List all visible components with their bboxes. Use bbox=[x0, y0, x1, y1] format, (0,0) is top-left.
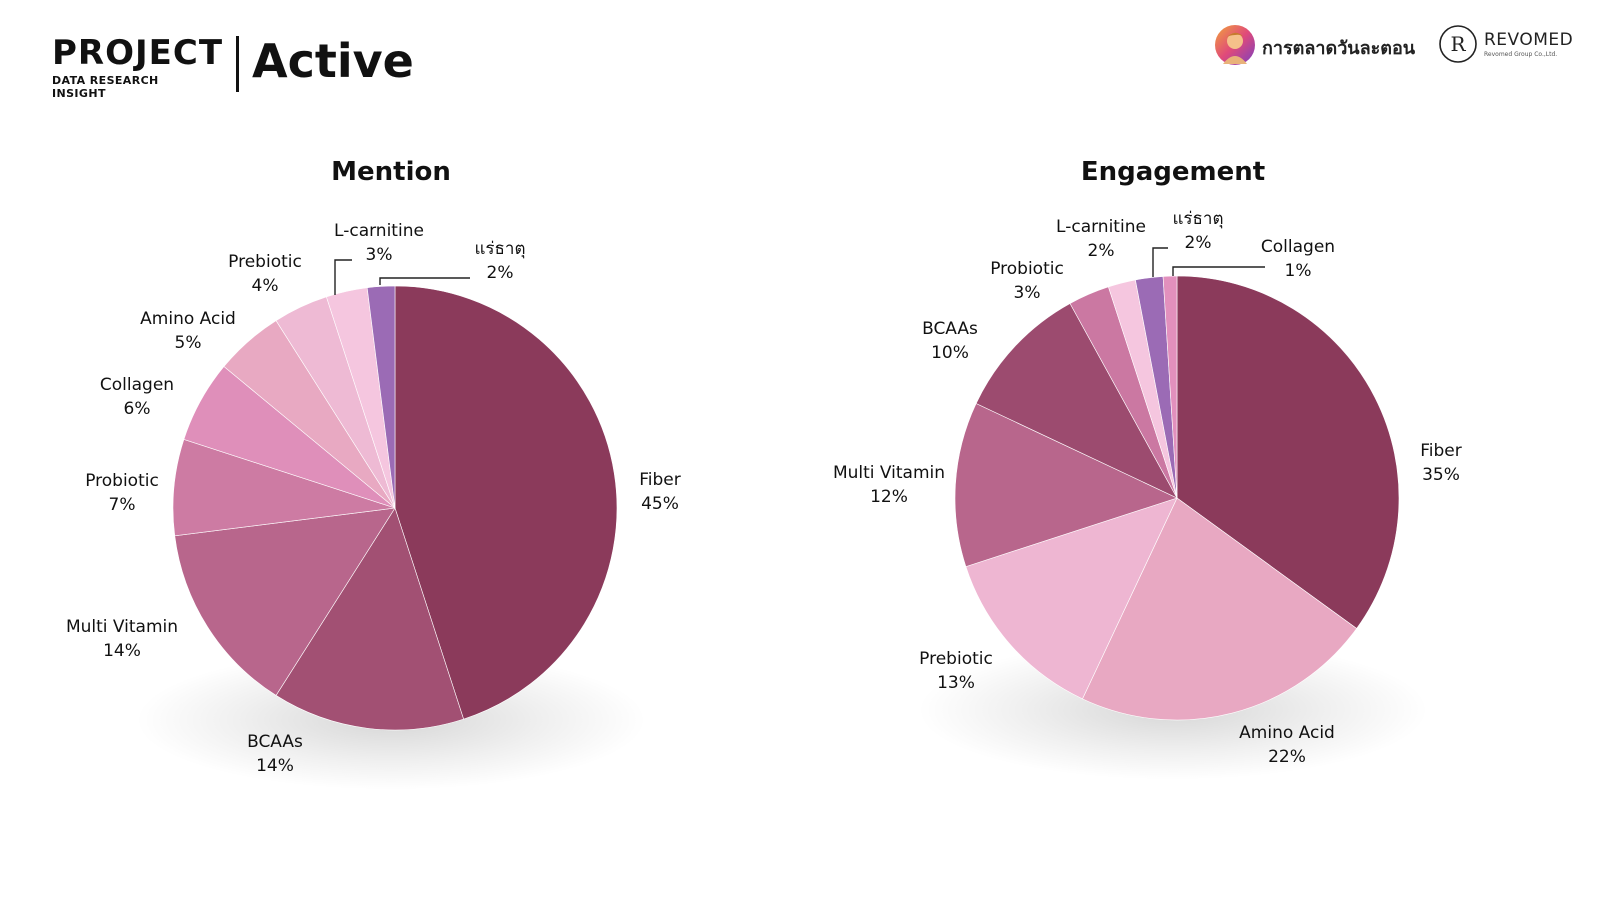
pie-slice-fiber bbox=[1176, 275, 1400, 629]
slice-label-minerals: แร่ธาตุ bbox=[474, 239, 525, 259]
leader-line-collagen bbox=[1172, 266, 1265, 276]
slice-value-bcaas: 14% bbox=[256, 756, 294, 776]
pie-chart-engagement: Engagement Fiber 35% Amino Acid 22% Prebiotic… bbox=[833, 157, 1462, 780]
slice-label-prebiotic: Prebiotic bbox=[228, 252, 302, 272]
slice-label-fiber: Fiber bbox=[639, 470, 681, 490]
revomed-logo-icon: R bbox=[1439, 25, 1477, 63]
slice-label-prebiotic: Prebiotic bbox=[919, 649, 993, 669]
slice-label-l-carnitine: L-carnitine bbox=[334, 221, 424, 241]
slice-value-minerals: 2% bbox=[1185, 233, 1212, 253]
pie-chart-mention: Mention Fiber 45% BCAAs 14% Multi Vitamin 14% P… bbox=[66, 157, 681, 790]
leader-line-l-carnitine bbox=[334, 259, 352, 295]
brand2-name: REVOMED bbox=[1484, 30, 1574, 50]
slice-value-collagen: 1% bbox=[1285, 261, 1312, 281]
slice-label-multi-vitamin: Multi Vitamin bbox=[833, 463, 945, 483]
slice-value-probiotic: 3% bbox=[1014, 283, 1041, 303]
svg-text:R: R bbox=[1450, 32, 1466, 56]
slice-label-minerals: แร่ธาตุ bbox=[1172, 209, 1223, 229]
slice-label-l-carnitine: L-carnitine bbox=[1056, 217, 1146, 237]
pie-slice-prebiotic bbox=[965, 497, 1178, 700]
chart-title: Engagement bbox=[1081, 157, 1265, 187]
project-logo: PROJECT DATA RESEARCH INSIGHT bbox=[52, 33, 224, 100]
slice-label-amino-acid: Amino Acid bbox=[140, 309, 236, 329]
chart-title: Mention bbox=[331, 157, 451, 187]
brand-logos: การตลาดวันละตอน R REVOMED Revomed Group … bbox=[1214, 22, 1584, 72]
pie-slice-bcaas bbox=[975, 303, 1178, 499]
page-title: Active bbox=[252, 34, 414, 88]
slice-value-fiber: 35% bbox=[1422, 465, 1460, 485]
brand1-name: การตลาดวันละตอน bbox=[1262, 38, 1416, 59]
slice-label-probiotic: Probiotic bbox=[990, 259, 1064, 279]
slice-label-bcaas: BCAAs bbox=[922, 319, 978, 339]
slice-value-minerals: 2% bbox=[487, 263, 514, 283]
slice-value-prebiotic: 13% bbox=[937, 673, 975, 693]
pie-slice-multi-vitamin bbox=[954, 403, 1178, 567]
slice-label-collagen: Collagen bbox=[100, 375, 174, 395]
header-divider bbox=[236, 36, 239, 92]
pie-slice-collagen bbox=[1162, 275, 1178, 499]
leader-line-minerals bbox=[379, 277, 470, 285]
leader-line-minerals bbox=[1152, 247, 1168, 277]
project-title: PROJECT bbox=[52, 33, 224, 73]
slice-label-multi-vitamin: Multi Vitamin bbox=[66, 617, 178, 637]
slice-label-amino-acid: Amino Acid bbox=[1239, 723, 1335, 743]
slice-value-amino-acid: 5% bbox=[175, 333, 202, 353]
slice-label-probiotic: Probiotic bbox=[85, 471, 159, 491]
slice-label-bcaas: BCAAs bbox=[247, 732, 303, 752]
slice-value-probiotic: 7% bbox=[109, 495, 136, 515]
slice-label-collagen: Collagen bbox=[1261, 237, 1335, 257]
slice-label-fiber: Fiber bbox=[1420, 441, 1462, 461]
slice-value-l-carnitine: 3% bbox=[366, 245, 393, 265]
pie-slice-bcaas bbox=[275, 507, 464, 731]
slice-value-bcaas: 10% bbox=[931, 343, 969, 363]
brand2-tagline: Revomed Group Co.,Ltd. bbox=[1484, 51, 1558, 58]
brand-avatar-icon bbox=[1215, 25, 1255, 65]
slice-value-prebiotic: 4% bbox=[252, 276, 279, 296]
slice-value-amino-acid: 22% bbox=[1268, 747, 1306, 767]
project-subtitle: DATA RESEARCH INSIGHT bbox=[52, 74, 159, 100]
slice-value-multi-vitamin: 14% bbox=[103, 641, 141, 661]
slice-value-collagen: 6% bbox=[124, 399, 151, 419]
pie-slice-multi-vitamin bbox=[174, 507, 396, 696]
slice-value-l-carnitine: 2% bbox=[1088, 241, 1115, 261]
slice-value-multi-vitamin: 12% bbox=[870, 487, 908, 507]
pie-slice-fiber bbox=[394, 285, 618, 720]
pie-slice-minerals bbox=[366, 285, 396, 509]
slice-value-fiber: 45% bbox=[641, 494, 679, 514]
